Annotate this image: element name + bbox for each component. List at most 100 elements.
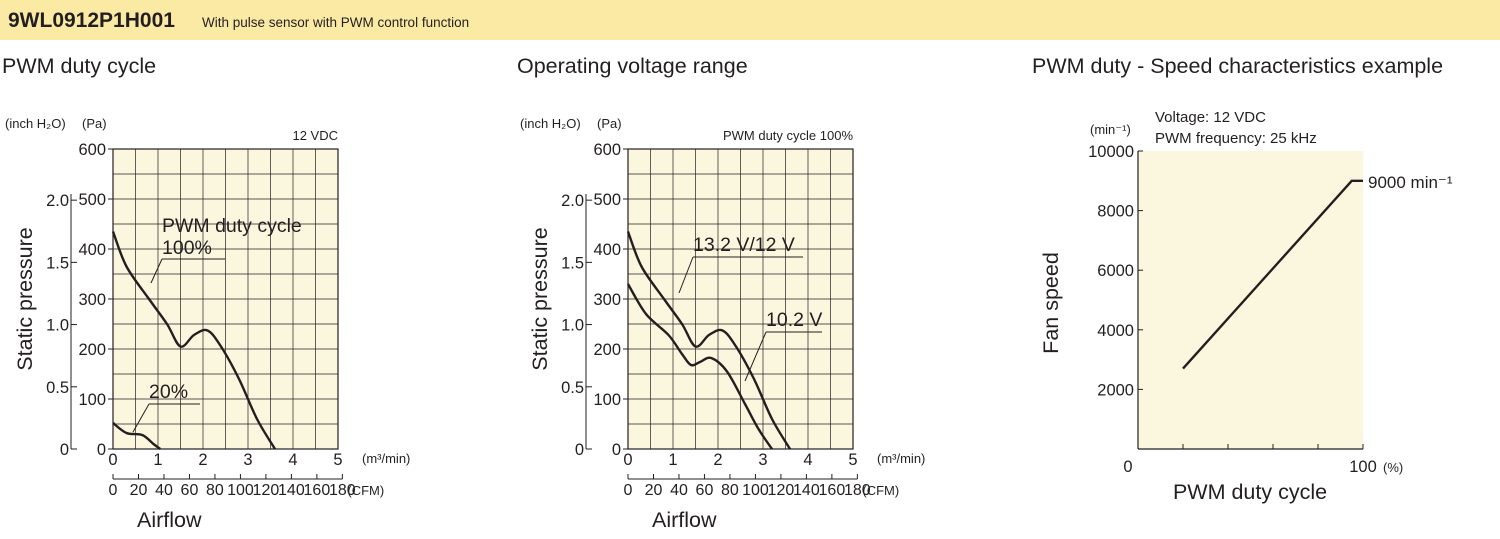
chart2-x2-tick-label: 140 xyxy=(793,482,820,499)
chart1-x2-unit: (CFM) xyxy=(347,483,384,498)
chart1-y2-tick-label: 1.0 xyxy=(46,317,69,335)
chart1-series-1 xyxy=(112,422,161,450)
chart2-y2-tick-label: 1.5 xyxy=(561,254,584,272)
chart3-y-tick-label: 4000 xyxy=(1097,322,1134,340)
chart3-series-0 xyxy=(1182,179,1363,370)
chart2-series-1 xyxy=(626,283,773,450)
model-number: 9WL0912P1H001 xyxy=(8,9,175,32)
chart1-y-tick-label: 100 xyxy=(78,391,106,409)
chart1-x-tick-label: 1 xyxy=(153,451,162,469)
chart2-x2-tick-label: 20 xyxy=(645,482,663,499)
chart1-annotation-1: 100% xyxy=(162,237,212,259)
chart2-y-tick-label: 300 xyxy=(593,291,621,309)
chart2-y-tick-label: 400 xyxy=(593,241,621,259)
chart2-y-tick-label: 600 xyxy=(593,141,621,159)
chart3-condition-0: Voltage: 12 VDC xyxy=(1155,109,1266,126)
chart1-y2-tick-label: 2.0 xyxy=(46,192,69,210)
chart1-condition: 12 VDC xyxy=(292,128,338,143)
chart1-y2-tick-label: 0 xyxy=(60,441,69,459)
chart2-x-unit: (m³/min) xyxy=(877,451,925,466)
chart2-x2-unit: (CFM) xyxy=(862,483,899,498)
chart1-y2-tick-label: 0.5 xyxy=(46,379,69,397)
chart3-y-unit: (min⁻¹) xyxy=(1090,122,1131,137)
chart1-x2-tick-label: 0 xyxy=(109,482,118,499)
model-description: With pulse sensor with PWM control funct… xyxy=(202,15,470,30)
chart3-annotation-0: 9000 min⁻¹ xyxy=(1368,173,1453,192)
chart1-x2-tick-label: 160 xyxy=(304,482,331,499)
chart3-x-label: PWM duty cycle xyxy=(1173,480,1327,504)
chart2-y2-tick-label: 0 xyxy=(575,441,584,459)
chart2-x-tick-label: 5 xyxy=(848,451,857,469)
chart2-x2-tick-label: 120 xyxy=(768,482,795,499)
chart1-x-unit: (m³/min) xyxy=(362,451,410,466)
chart2-y2-tick-label: 1.0 xyxy=(561,317,584,335)
chart2-y-tick-label: 500 xyxy=(593,191,621,209)
chart1-x-tick-label: 0 xyxy=(108,451,117,469)
chart2-y-tick-label: 100 xyxy=(593,391,621,409)
chart1-x2-tick-label: 40 xyxy=(155,482,173,499)
chart3-x-tick-label: 0 xyxy=(1123,458,1132,476)
chart2-x2-tick-label: 40 xyxy=(670,482,688,499)
chart2-x2-tick-label: 60 xyxy=(696,482,714,499)
chart3-x-unit: (%) xyxy=(1383,460,1403,475)
chart1-x2-tick-label: 60 xyxy=(181,482,199,499)
chart1-y-tick-label: 400 xyxy=(78,241,106,259)
chart1-x-tick-label: 3 xyxy=(243,451,252,469)
chart3-y-tick-label: 6000 xyxy=(1097,262,1134,280)
chart1-x2-tick-label: 180 xyxy=(329,482,356,499)
chart2-x2-tick-label: 100 xyxy=(742,482,769,499)
chart1-y-tick-label: 300 xyxy=(78,291,106,309)
chart3-y-label: Fan speed xyxy=(1039,252,1063,354)
chart1-y-unit: (Pa) xyxy=(82,116,107,131)
chart3-y-tick-label: 2000 xyxy=(1097,381,1134,399)
chart3-title: PWM duty - Speed characteristics example xyxy=(1032,54,1444,78)
chart1-x2-tick-label: 80 xyxy=(206,482,224,499)
chart2-x2-tick-label: 180 xyxy=(844,482,871,499)
chart1-leader xyxy=(132,403,150,433)
chart1-y-label: Static pressure xyxy=(13,227,37,370)
chart2-x2-tick-label: 0 xyxy=(624,482,633,499)
chart1-x2-tick-label: 120 xyxy=(253,482,280,499)
chart3-plot-area xyxy=(1138,151,1363,449)
chart2-y2-unit: (inch H₂O) xyxy=(520,116,581,131)
chart1-x-tick-label: 4 xyxy=(288,451,297,469)
chart3-condition-1: PWM frequency: 25 kHz xyxy=(1155,130,1317,147)
chart2-y-unit: (Pa) xyxy=(597,116,622,131)
chart1-y-tick-label: 200 xyxy=(78,341,106,359)
chart1-series-0 xyxy=(111,231,277,450)
chart1-annotation-0: PWM duty cycle xyxy=(162,215,302,237)
chart2-x2-tick-label: 80 xyxy=(721,482,739,499)
chart2-x2-tick-label: 160 xyxy=(819,482,846,499)
chart1-y2-unit: (inch H₂O) xyxy=(5,116,66,131)
chart1-y-tick-label: 600 xyxy=(78,141,106,159)
chart3-y-tick-label: 10000 xyxy=(1088,143,1134,161)
chart2-title: Operating voltage range xyxy=(517,54,748,78)
chart1-leader xyxy=(150,258,163,284)
chart1-y-tick-label: 0 xyxy=(97,441,106,459)
chart2-x-tick-label: 0 xyxy=(623,451,632,469)
chart2-y-tick-label: 200 xyxy=(593,341,621,359)
chart2-y-label: Static pressure xyxy=(528,227,552,370)
chart2-y2-tick-label: 2.0 xyxy=(561,192,584,210)
chart1-x2-tick-label: 100 xyxy=(227,482,254,499)
chart2-y2-tick-label: 0.5 xyxy=(561,379,584,397)
chart2-leader xyxy=(678,256,694,294)
chart2-x-tick-label: 3 xyxy=(758,451,767,469)
chart3-x-tick-label: 100 xyxy=(1349,458,1377,476)
chart1-x2-tick-label: 140 xyxy=(278,482,305,499)
chart1-y2-tick-label: 1.5 xyxy=(46,254,69,272)
chart1-y-tick-label: 500 xyxy=(78,191,106,209)
chart2-leader xyxy=(744,331,767,382)
chart2-annotation-1: 10.2 V xyxy=(766,309,822,331)
chart2-annotation-0: 13.2 V/12 V xyxy=(693,234,795,256)
chart3-y-tick-label: 8000 xyxy=(1097,203,1134,221)
chart2-condition: PWM duty cycle 100% xyxy=(723,128,853,143)
chart2-x-tick-label: 4 xyxy=(803,451,812,469)
chart2-x-tick-label: 1 xyxy=(668,451,677,469)
chart2-x-tick-label: 2 xyxy=(713,451,722,469)
chart1-x-label: Airflow xyxy=(137,508,202,532)
chart2-series-0 xyxy=(626,231,792,450)
chart2-x-label: Airflow xyxy=(652,508,717,532)
chart2-y-tick-label: 0 xyxy=(612,441,621,459)
